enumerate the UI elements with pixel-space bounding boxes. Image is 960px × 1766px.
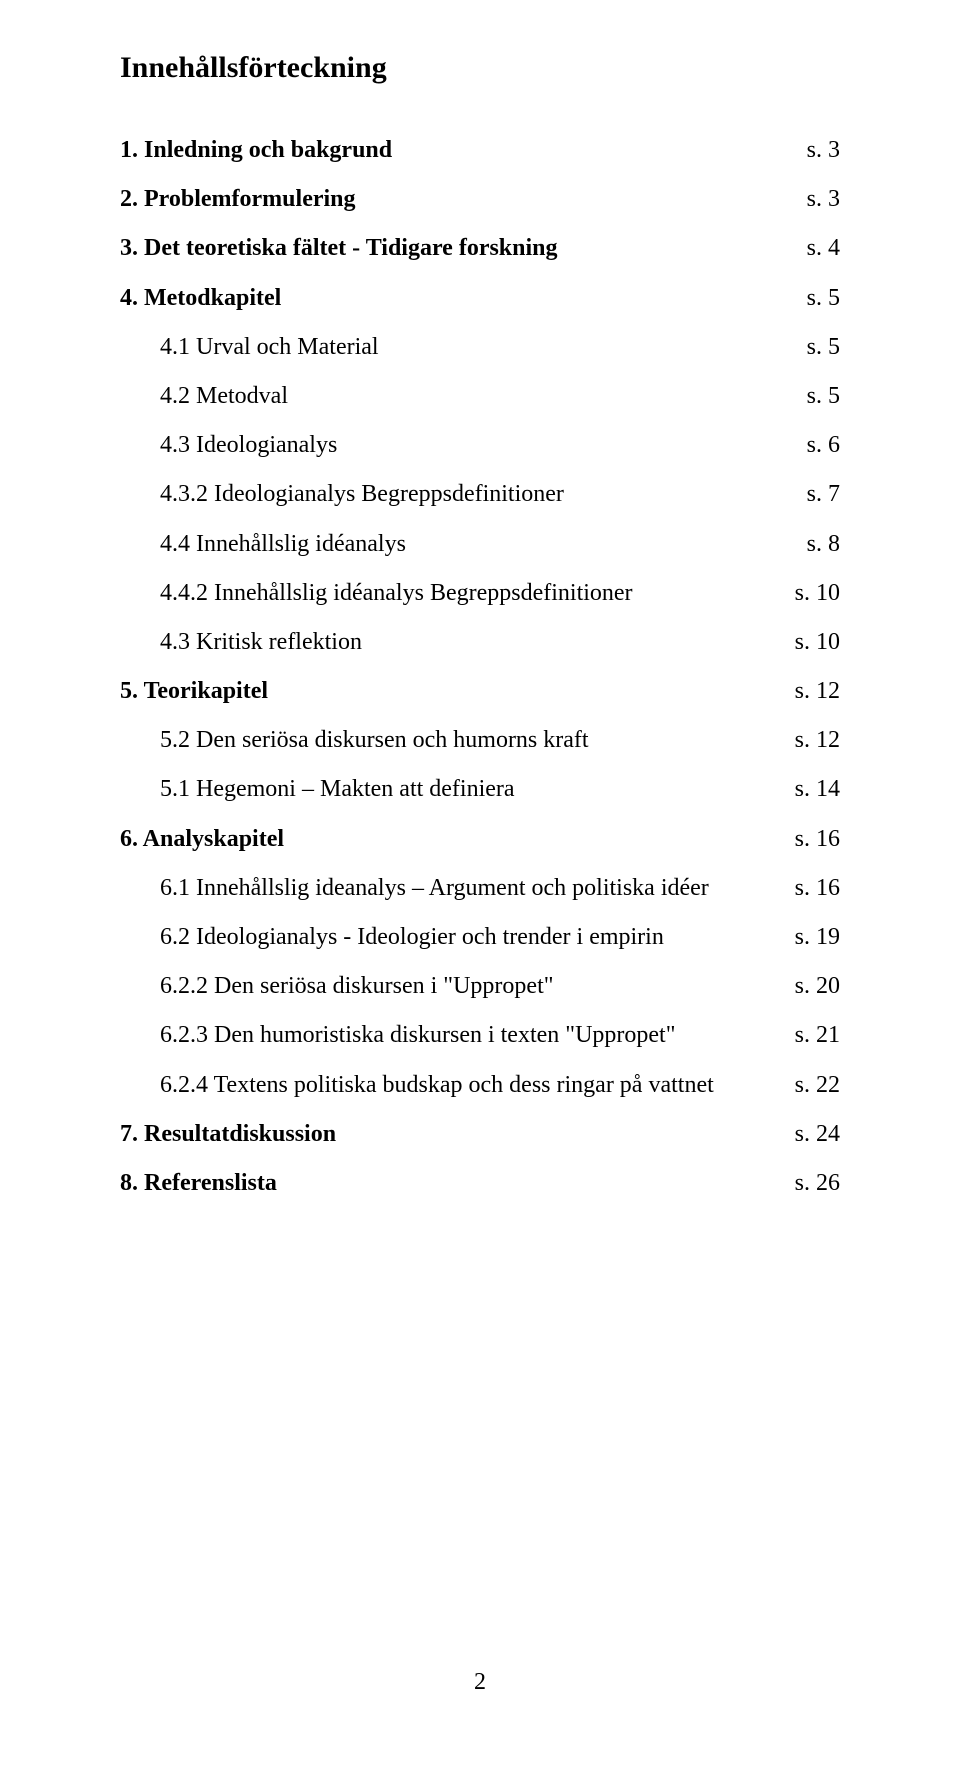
toc-entry-page: s. 21 [775,1011,840,1060]
toc-entry-label: 3. Det teoretiska fältet - Tidigare fors… [120,224,558,273]
toc-entry-label: 4. Metodkapitel [120,274,281,323]
toc-entry-page: s. 10 [775,618,840,667]
toc-entry: 6.2 Ideologianalys - Ideologier och tren… [120,913,840,962]
toc-entry-label: 7. Resultatdiskussion [120,1110,336,1159]
toc-entry: 4.4 Innehållslig idéanalys s. 8 [120,520,840,569]
toc-entry-page: s. 16 [775,864,840,913]
toc-entry-label: 5.1 Hegemoni – Makten att definiera [120,765,515,814]
toc-entry-label: 4.1 Urval och Material [120,323,379,372]
toc-entry: 4.3.2 Ideologianalys Begreppsdefinitione… [120,470,840,519]
toc-entry-page: s. 12 [775,667,840,716]
toc-entry-page: s. 14 [775,765,840,814]
toc-entry: 4.4.2 Innehållslig idéanalys Begreppsdef… [120,569,840,618]
toc-entry-label: 6.1 Innehållslig ideanalys – Argument oc… [120,864,709,913]
toc-entry-label: 6.2 Ideologianalys - Ideologier och tren… [120,913,664,962]
toc-entry-page: s. 5 [787,274,840,323]
toc-entry: 8. Referenslista s. 26 [120,1159,840,1208]
toc-entry-page: s. 12 [775,716,840,765]
toc-entry-label: 8. Referenslista [120,1159,277,1208]
document-page: Innehållsförteckning 1. Inledning och ba… [0,0,960,1766]
toc-entry-page: s. 3 [787,175,840,224]
toc-entry-label: 4.3.2 Ideologianalys Begreppsdefinitione… [120,470,564,519]
toc-entry-label: 6.2.4 Textens politiska budskap och dess… [120,1061,714,1110]
toc-entry-page: s. 16 [775,815,840,864]
toc-entry: 5.2 Den seriösa diskursen och humorns kr… [120,716,840,765]
toc-entry: 1. Inledning och bakgrund s. 3 [120,126,840,175]
toc-entry: 4.1 Urval och Material s. 5 [120,323,840,372]
toc-entry-label: 5. Teorikapitel [120,667,268,716]
toc-entry-label: 6. Analyskapitel [120,815,284,864]
toc-entry-label: 5.2 Den seriösa diskursen och humorns kr… [120,716,589,765]
toc-entry: 5.1 Hegemoni – Makten att definiera s. 14 [120,765,840,814]
toc-entry: 6.2.4 Textens politiska budskap och dess… [120,1061,840,1110]
toc-entry: 4.3 Kritisk reflektion s. 10 [120,618,840,667]
toc-entry: 7. Resultatdiskussion s. 24 [120,1110,840,1159]
toc-entry-page: s. 10 [775,569,840,618]
toc-entry: 4.2 Metodval s. 5 [120,372,840,421]
toc-entry-label: 1. Inledning och bakgrund [120,126,392,175]
toc-entry-page: s. 3 [787,126,840,175]
toc-entry: 5. Teorikapitel s. 12 [120,667,840,716]
toc-entry-page: s. 5 [787,323,840,372]
toc-entry-page: s. 20 [775,962,840,1011]
toc-entry-label: 6.2.3 Den humoristiska diskursen i texte… [120,1011,676,1060]
toc-entry-label: 4.4.2 Innehållslig idéanalys Begreppsdef… [120,569,633,618]
toc-entry-page: s. 6 [787,421,840,470]
toc-entry-page: s. 24 [775,1110,840,1159]
toc-list: 1. Inledning och bakgrunds. 32. Problemf… [120,126,840,1208]
toc-entry-label: 4.3 Kritisk reflektion [120,618,362,667]
toc-entry-page: s. 26 [775,1159,840,1208]
toc-entry-page: s. 22 [775,1061,840,1110]
toc-entry-label: 4.2 Metodval [120,372,288,421]
toc-entry: 6.1 Innehållslig ideanalys – Argument oc… [120,864,840,913]
toc-entry: 6.2.2 Den seriösa diskursen i "Uppropet"… [120,962,840,1011]
toc-entry: 4.3 Ideologianalys s. 6 [120,421,840,470]
toc-entry: 6. Analyskapitel s. 16 [120,815,840,864]
toc-entry: 2. Problemformulering s. 3 [120,175,840,224]
toc-entry-page: s. 5 [787,372,840,421]
toc-entry-page: s. 19 [775,913,840,962]
page-number: 2 [0,1669,960,1696]
toc-entry: 4. Metodkapitel s. 5 [120,274,840,323]
toc-entry: 6.2.3 Den humoristiska diskursen i texte… [120,1011,840,1060]
toc-entry-page: s. 8 [787,520,840,569]
toc-entry-page: s. 7 [787,470,840,519]
toc-entry-label: 2. Problemformulering [120,175,356,224]
toc-entry-label: 6.2.2 Den seriösa diskursen i "Uppropet" [120,962,554,1011]
toc-entry-label: 4.3 Ideologianalys [120,421,337,470]
toc-entry: 3. Det teoretiska fältet - Tidigare fors… [120,224,840,273]
toc-entry-page: s. 4 [787,224,840,273]
toc-entry-label: 4.4 Innehållslig idéanalys [120,520,406,569]
toc-title: Innehållsförteckning [120,50,840,86]
